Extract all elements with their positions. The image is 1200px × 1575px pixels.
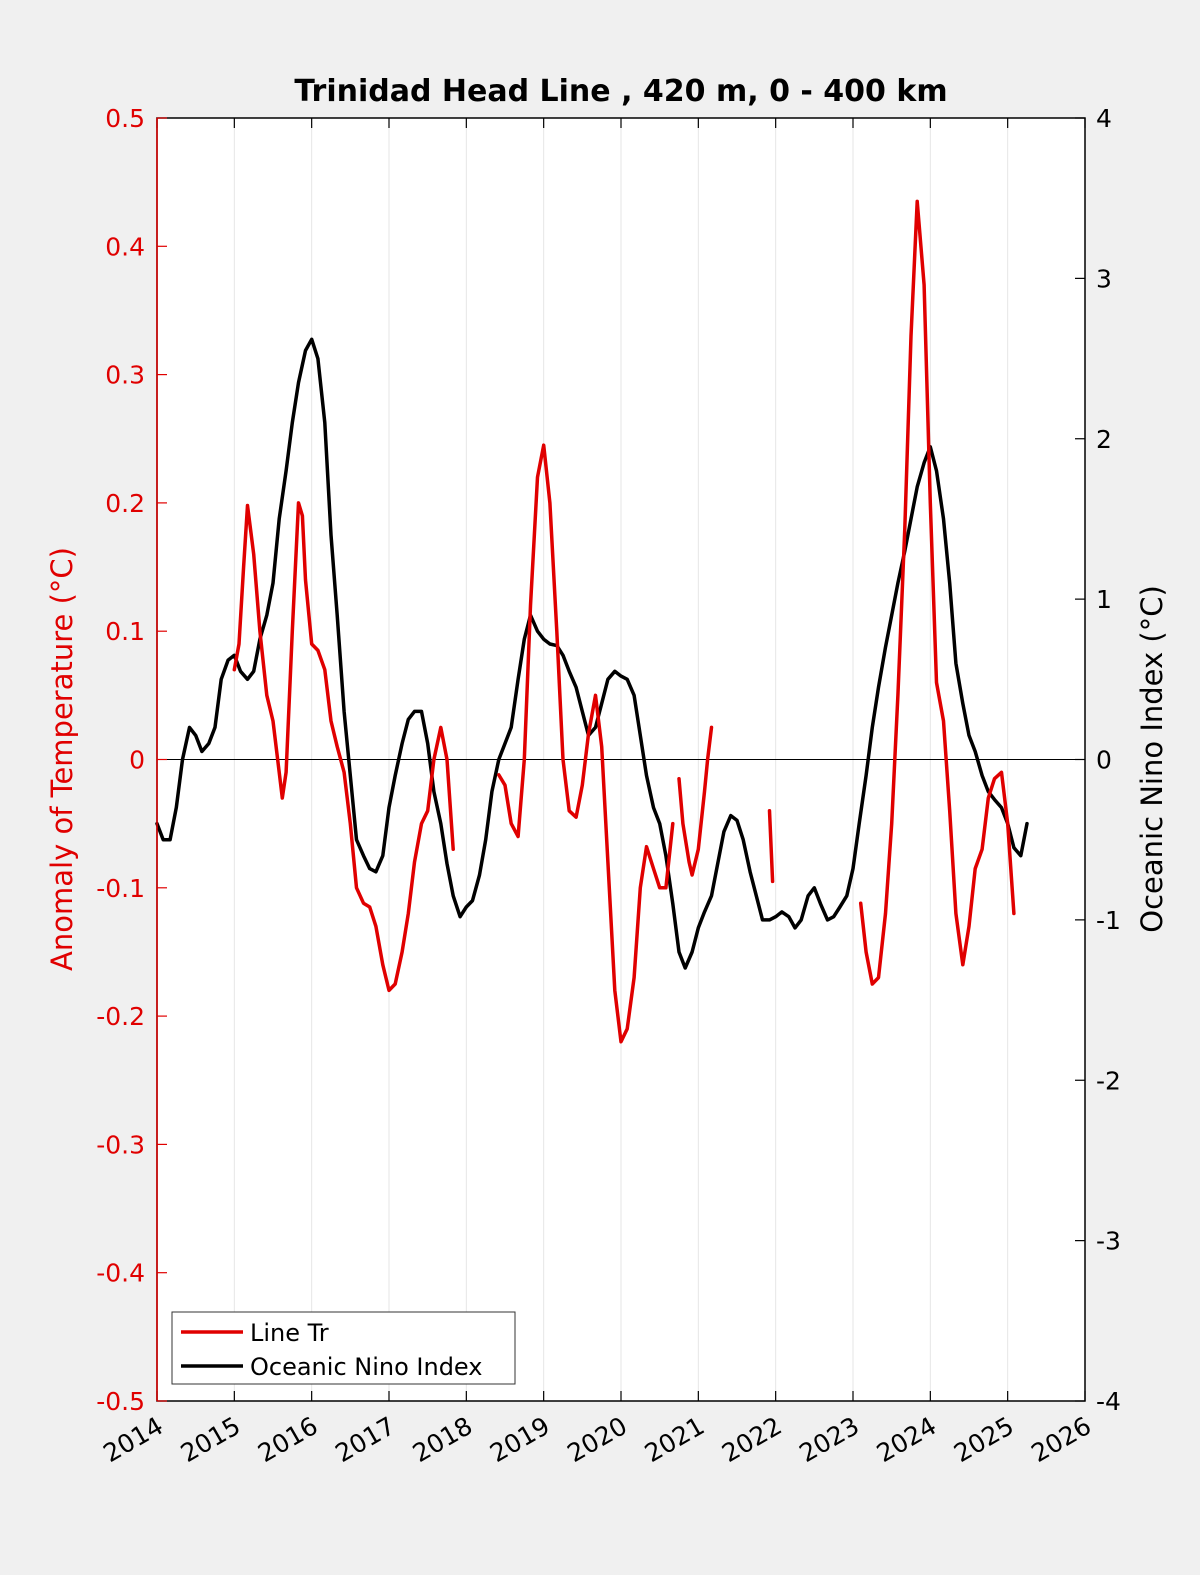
y-right-tick-label: -3 — [1096, 1227, 1121, 1256]
y-left-tick-label: 0.4 — [105, 232, 145, 261]
y-right-tick-label: 4 — [1096, 104, 1112, 133]
y-left-axis-label: Anomaly of Temperature (°C) — [45, 547, 79, 971]
y-right-tick-label: 0 — [1096, 746, 1112, 775]
y-right-tick-label: -1 — [1096, 906, 1121, 935]
y-left-tick-label: 0.3 — [105, 361, 145, 390]
y-right-tick-label: -4 — [1096, 1387, 1121, 1416]
series-line-tr-segment-2 — [677, 725, 714, 877]
y-left-tick-label: 0.1 — [105, 617, 145, 646]
series-line-tr-segment-1 — [497, 443, 675, 1044]
y-left-axis: 0.5 0.4 0.3 0.2 0.1 0 -0.1 -0.2 -0.3 -0.4 -0.5 — [96, 104, 167, 1416]
y-left-tick-label: 0.5 — [105, 104, 145, 133]
y-left-tick-label: 0.2 — [105, 489, 145, 518]
y-left-tick-label: -0.1 — [96, 874, 145, 903]
y-left-tick-label: -0.2 — [96, 1002, 145, 1031]
y-left-tick-label: -0.4 — [96, 1259, 145, 1288]
y-right-tick-label: -2 — [1096, 1066, 1121, 1095]
y-left-tick-label: -0.3 — [96, 1130, 145, 1159]
legend-label-line-tr: Line Tr — [250, 1319, 329, 1347]
series-line-tr-segment-0 — [232, 501, 455, 993]
series-layer — [155, 199, 1029, 1044]
y-right-tick-label: 3 — [1096, 264, 1112, 293]
y-left-tick-label: 0 — [129, 746, 145, 775]
series-oni-segment-0 — [155, 337, 1029, 970]
y-left-tick-label: -0.5 — [96, 1387, 145, 1416]
y-right-tick-label: 2 — [1096, 425, 1112, 454]
series-line-tr-segment-4 — [858, 199, 1016, 986]
series-line-tr-segment-3 — [767, 809, 775, 884]
chart-title: Trinidad Head Line , 420 m, 0 - 400 km — [294, 74, 947, 109]
y-right-axis: 4 3 2 1 0 -1 -2 -3 -4 — [1075, 104, 1121, 1416]
legend-label-oni: Oceanic Nino Index — [250, 1353, 482, 1381]
legend-box — [171, 1311, 516, 1385]
legend: Line Tr Oceanic Nino Index — [171, 1311, 516, 1385]
y-right-axis-label: Oceanic Nino Index (°C) — [1135, 585, 1169, 933]
y-right-tick-label: 1 — [1096, 585, 1112, 614]
